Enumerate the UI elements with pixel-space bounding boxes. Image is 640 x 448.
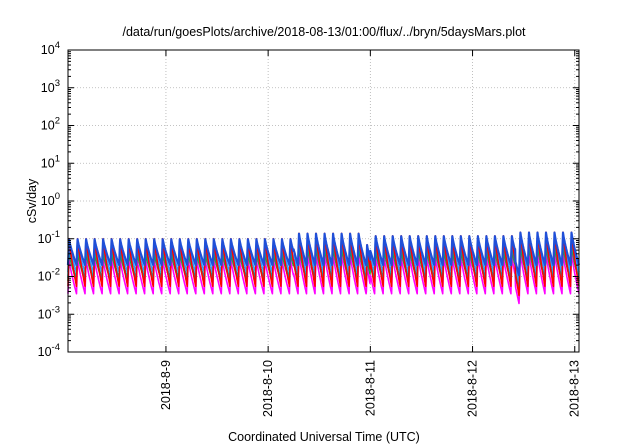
y-tick-label: 103	[41, 78, 60, 95]
x-tick-label: 2018-8-9	[159, 360, 173, 410]
x-tick-label: 2018-8-11	[363, 360, 377, 416]
y-tick-label: 100	[41, 191, 60, 208]
series-layer	[66, 231, 581, 305]
series-line	[66, 231, 581, 277]
y-tick-label: 10-4	[38, 342, 60, 359]
series-line	[67, 251, 580, 305]
grid-lines	[68, 50, 579, 352]
y-tick-label: 104	[41, 40, 60, 57]
y-tick-label: 101	[41, 153, 60, 170]
x-axis-ticks: 2018-8-9 2018-8-10 2018-8-11 2018-8-12 2018-…	[159, 50, 582, 417]
x-tick-label: 2018-8-10	[261, 360, 275, 417]
y-axis-label: cSv/day	[25, 178, 39, 223]
chart-title: /data/run/goesPlots/archive/2018-08-13/0…	[122, 25, 526, 39]
x-tick-label: 2018-8-13	[568, 360, 582, 417]
y-tick-label: 10-3	[38, 304, 60, 321]
y-tick-label: 102	[41, 116, 60, 133]
y-axis-ticks: 10-4 10-3 10-2 10-1 100 101 102 103 104	[38, 40, 579, 359]
x-axis-label: Coordinated Universal Time (UTC)	[228, 430, 420, 444]
x-tick-label: 2018-8-12	[466, 360, 480, 417]
y-tick-label: 10-1	[38, 229, 60, 246]
y-tick-label: 10-2	[38, 267, 60, 284]
series-line	[67, 231, 580, 297]
